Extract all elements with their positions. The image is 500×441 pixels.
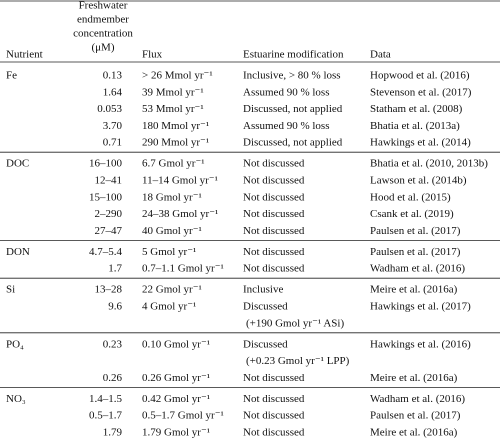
modification-cell: Not discussed <box>243 410 305 422</box>
concentration-cell: 0.23 <box>103 338 123 350</box>
flux-cell: 290 Mmol yr⁻¹ <box>142 137 209 149</box>
modification-cell: (+0.23 Gmol yr⁻¹ LPP) <box>246 355 350 367</box>
modification-cell: Discussed <box>243 301 288 313</box>
modification-cell: Discussed, not applied <box>243 103 343 115</box>
nutrient-cell: NO₃ <box>6 393 26 405</box>
modification-cell: Assumed 90 % loss <box>243 86 329 98</box>
concentration-cell: 9.6 <box>108 301 122 313</box>
modification-cell: Inclusive <box>243 284 283 296</box>
data-cell: Bhatia et al. (2013a) <box>370 120 460 132</box>
nutrient-cell: DOC <box>6 158 29 170</box>
flux-cell: 5 Gmol yr⁻¹ <box>142 246 196 258</box>
data-cell: Meire et al. (2016a) <box>370 372 458 384</box>
data-cell: Csank et al. (2019) <box>370 208 454 220</box>
header-cell: endmember <box>77 14 129 26</box>
flux-cell: 39 Mmol yr⁻¹ <box>142 86 204 98</box>
nutrient-cell: PO₄ <box>6 338 24 350</box>
modification-cell: Not discussed <box>243 393 305 405</box>
concentration-cell: 1.79 <box>103 427 123 439</box>
flux-cell: 24–38 Gmol yr⁻¹ <box>142 208 218 220</box>
header-cell: Freshwater <box>79 0 128 12</box>
concentration-cell: 2–290 <box>95 208 123 220</box>
concentration-cell: 0.5–1.7 <box>89 410 123 422</box>
data-cell: Paulsen et al. (2017) <box>370 246 461 258</box>
data-cell: Meire et al. (2016a) <box>370 427 458 439</box>
modification-cell: Not discussed <box>243 158 305 170</box>
flux-cell: 6.7 Gmol yr⁻¹ <box>142 158 205 170</box>
flux-cell: 11–14 Gmol yr⁻¹ <box>142 175 218 187</box>
modification-cell: Not discussed <box>243 246 305 258</box>
modification-cell: Discussed, not applied <box>243 137 343 149</box>
nutrient-cell: DON <box>6 246 30 258</box>
flux-cell: 0.5–1.7 Gmol yr⁻¹ <box>142 410 224 422</box>
concentration-cell: 3.70 <box>103 120 123 132</box>
modification-cell: Not discussed <box>243 225 305 237</box>
concentration-cell: 1.4–1.5 <box>89 393 123 405</box>
header-cell: Data <box>370 49 391 61</box>
data-cell: Wadham et al. (2016) <box>370 263 465 275</box>
flux-cell: 4 Gmol yr⁻¹ <box>142 301 196 313</box>
flux-cell: 0.26 Gmol yr⁻¹ <box>142 372 210 384</box>
flux-cell: > 26 Mmol yr⁻¹ <box>142 70 213 82</box>
flux-cell: 0.42 Gmol yr⁻¹ <box>142 393 210 405</box>
data-cell: Hood et al. (2015) <box>370 191 451 203</box>
data-cell: Statham et al. (2008) <box>370 103 463 115</box>
header-cell: (μM) <box>91 42 114 54</box>
flux-cell: 1.79 Gmol yr⁻¹ <box>142 427 210 439</box>
data-cell: Wadham et al. (2016) <box>370 393 465 405</box>
data-cell: Bhatia et al. (2010, 2013b) <box>370 158 488 170</box>
modification-cell: Not discussed <box>243 372 305 384</box>
data-cell: Paulsen et al. (2017) <box>370 225 461 237</box>
concentration-cell: 27–47 <box>95 225 123 237</box>
modification-cell: Assumed 90 % loss <box>243 120 329 132</box>
concentration-cell: 0.26 <box>103 372 123 384</box>
data-cell: Hopwood et al. (2016) <box>370 70 470 82</box>
modification-cell: Not discussed <box>243 427 305 439</box>
modification-cell: Inclusive, > 80 % loss <box>243 70 341 82</box>
modification-cell: (+190 Gmol yr⁻¹ ASi) <box>246 317 344 329</box>
concentration-cell: 0.13 <box>103 70 123 82</box>
concentration-cell: 1.7 <box>108 263 122 275</box>
flux-cell: 53 Mmol yr⁻¹ <box>142 103 204 115</box>
modification-cell: Not discussed <box>243 191 305 203</box>
data-cell: Hawkings et al. (2014) <box>370 137 471 149</box>
header-cell: concentration <box>73 28 133 40</box>
flux-cell: 0.7–1.1 Gmol yr⁻¹ <box>142 263 224 275</box>
concentration-cell: 4.7–5.4 <box>89 246 123 258</box>
nutrient-cell: Si <box>6 284 15 296</box>
flux-cell: 0.10 Gmol yr⁻¹ <box>142 338 210 350</box>
data-cell: Lawson et al. (2014b) <box>370 175 467 187</box>
data-cell: Paulsen et al. (2017) <box>370 410 461 422</box>
modification-cell: Not discussed <box>243 175 305 187</box>
modification-cell: Not discussed <box>243 263 305 275</box>
concentration-cell: 16–100 <box>89 158 123 170</box>
data-cell: Hawkings et al. (2016) <box>370 338 471 350</box>
nutrient-cell: Fe <box>6 70 17 82</box>
concentration-cell: 13–28 <box>95 284 123 296</box>
header-cell: Flux <box>142 49 163 61</box>
data-cell: Hawkings et al. (2017) <box>370 301 471 313</box>
header-cell: Estuarine modification <box>243 49 344 61</box>
modification-cell: Not discussed <box>243 208 305 220</box>
concentration-cell: 0.053 <box>97 103 122 115</box>
concentration-cell: 15–100 <box>89 191 123 203</box>
flux-cell: 180 Mmol yr⁻¹ <box>142 120 209 132</box>
data-cell: Meire et al. (2016a) <box>370 284 458 296</box>
flux-cell: 18 Gmol yr⁻¹ <box>142 191 202 203</box>
modification-cell: Discussed <box>243 338 288 350</box>
concentration-cell: 1.64 <box>103 86 123 98</box>
concentration-cell: 0.71 <box>103 137 122 149</box>
concentration-cell: 12–41 <box>95 175 123 187</box>
data-cell: Stevenson et al. (2017) <box>370 86 472 98</box>
header-cell: Nutrient <box>6 49 43 61</box>
flux-cell: 40 Gmol yr⁻¹ <box>142 225 202 237</box>
flux-cell: 22 Gmol yr⁻¹ <box>142 284 202 296</box>
